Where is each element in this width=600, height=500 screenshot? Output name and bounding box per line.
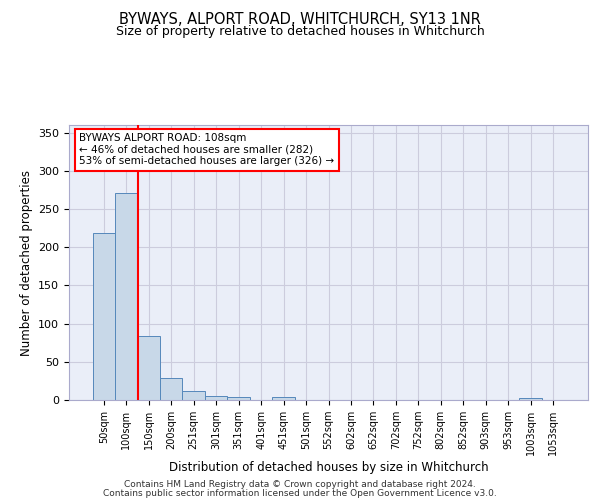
Text: BYWAYS, ALPORT ROAD, WHITCHURCH, SY13 1NR: BYWAYS, ALPORT ROAD, WHITCHURCH, SY13 1N… <box>119 12 481 28</box>
Bar <box>160 378 182 400</box>
Bar <box>92 234 115 400</box>
Bar <box>115 193 137 400</box>
Bar <box>227 397 250 400</box>
Text: Size of property relative to detached houses in Whitchurch: Size of property relative to detached ho… <box>116 25 484 38</box>
Bar <box>272 397 295 400</box>
X-axis label: Distribution of detached houses by size in Whitchurch: Distribution of detached houses by size … <box>169 460 488 473</box>
Text: BYWAYS ALPORT ROAD: 108sqm
← 46% of detached houses are smaller (282)
53% of sem: BYWAYS ALPORT ROAD: 108sqm ← 46% of deta… <box>79 133 335 166</box>
Bar <box>205 396 227 400</box>
Y-axis label: Number of detached properties: Number of detached properties <box>20 170 32 356</box>
Text: Contains HM Land Registry data © Crown copyright and database right 2024.: Contains HM Land Registry data © Crown c… <box>124 480 476 489</box>
Bar <box>182 391 205 400</box>
Bar <box>520 398 542 400</box>
Text: Contains public sector information licensed under the Open Government Licence v3: Contains public sector information licen… <box>103 488 497 498</box>
Bar <box>137 336 160 400</box>
